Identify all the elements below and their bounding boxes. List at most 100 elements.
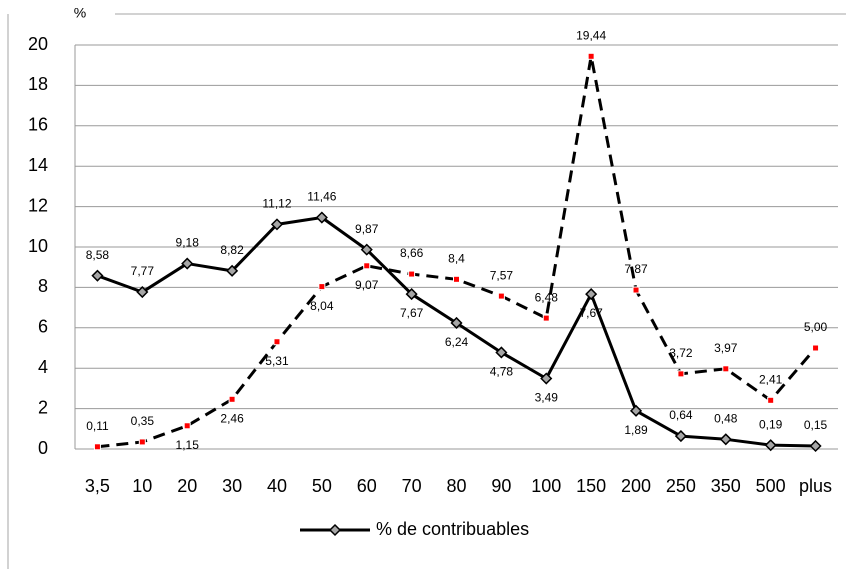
marker	[363, 262, 371, 270]
x-tick-label: 50	[312, 476, 332, 496]
marker	[453, 275, 460, 283]
data-label: 0,19	[759, 417, 783, 431]
y-tick-label: 4	[38, 357, 48, 377]
legend-marker	[328, 523, 342, 537]
marker	[318, 283, 326, 291]
marker	[181, 257, 194, 270]
data-label: 8,04	[310, 299, 334, 313]
marker	[585, 288, 598, 301]
data-label: 7,77	[131, 264, 155, 278]
marker	[405, 288, 418, 301]
data-label: 8,58	[86, 248, 110, 262]
y-tick-label: 12	[28, 195, 48, 215]
data-label: 1,15	[176, 438, 200, 452]
data-label: 6,24	[445, 335, 469, 349]
data-label: 0,64	[669, 408, 693, 422]
data-label: 0,48	[714, 411, 738, 425]
marker	[270, 218, 284, 231]
y-tick-label: 18	[28, 74, 48, 94]
marker	[812, 344, 820, 352]
marker	[542, 314, 550, 322]
marker	[450, 316, 463, 330]
y-tick-label: 0	[38, 438, 48, 458]
data-label: 9,07	[355, 278, 379, 292]
x-tick-label: 250	[666, 476, 696, 496]
marker	[629, 404, 643, 417]
marker	[677, 370, 685, 378]
data-label: 6,48	[535, 290, 559, 304]
x-tick-label: 90	[491, 476, 511, 496]
x-tick-label: 70	[402, 476, 422, 496]
marker	[226, 264, 239, 277]
x-tick-label: 20	[177, 476, 197, 496]
marker	[495, 346, 508, 359]
legend-label: % de contribuables	[376, 519, 529, 539]
marker	[632, 286, 640, 294]
data-label: 7,67	[579, 306, 603, 320]
marker	[540, 372, 553, 385]
marker	[228, 395, 236, 403]
x-tick-label: 200	[621, 476, 651, 496]
x-tick-label: 350	[711, 476, 741, 496]
marker	[719, 433, 732, 446]
data-label: 19,44	[576, 28, 606, 42]
y-tick-label: 2	[38, 397, 48, 417]
y-axis-label: %	[74, 5, 86, 21]
x-tick-label: 3,5	[85, 476, 110, 496]
marker	[315, 211, 328, 224]
marker	[764, 439, 777, 452]
marker	[674, 430, 687, 443]
data-label: 0,11	[86, 419, 109, 433]
marker	[360, 243, 373, 256]
x-tick-label: 30	[222, 476, 242, 496]
y-tick-label: 8	[38, 276, 48, 296]
data-label: 8,66	[400, 246, 424, 260]
data-label: 7,87	[624, 262, 648, 276]
marker	[497, 292, 505, 300]
data-label: 0,35	[131, 414, 155, 428]
y-tick-label: 10	[28, 236, 48, 256]
data-label: 9,18	[176, 236, 200, 250]
data-label: 2,46	[220, 411, 244, 425]
marker	[91, 269, 104, 282]
data-label: 11,12	[262, 197, 291, 211]
data-label: 5,00	[804, 320, 828, 334]
data-label: 5,31	[265, 354, 289, 368]
marker	[93, 443, 101, 451]
y-tick-label: 16	[28, 115, 48, 135]
marker	[722, 365, 730, 373]
y-tick-label: 6	[38, 317, 48, 337]
y-tick-label: 14	[28, 155, 48, 175]
data-label: 9,87	[355, 222, 379, 236]
marker	[273, 338, 281, 346]
data-label: 3,97	[714, 341, 738, 355]
data-label: 11,46	[307, 190, 336, 204]
x-tick-label: 40	[267, 476, 287, 496]
data-label: 8,82	[220, 243, 244, 257]
marker	[136, 285, 149, 299]
marker	[138, 438, 146, 446]
marker	[183, 422, 191, 430]
x-tick-label: 60	[357, 476, 377, 496]
marker	[408, 270, 416, 278]
data-label: 8,4	[448, 251, 465, 265]
data-label: 3,72	[669, 346, 693, 360]
data-label: 3,49	[535, 391, 559, 405]
x-tick-label: 80	[446, 476, 466, 496]
y-tick-label: 20	[28, 34, 48, 54]
data-label: 4,78	[490, 365, 514, 379]
x-tick-label: plus	[799, 476, 832, 496]
marker	[767, 396, 775, 404]
data-label: 1,89	[624, 423, 648, 437]
marker	[809, 439, 822, 453]
x-tick-label: 150	[576, 476, 606, 496]
data-label: 7,57	[490, 268, 514, 282]
data-label: 2,41	[759, 372, 783, 386]
data-label: 7,67	[400, 306, 424, 320]
x-tick-label: 10	[132, 476, 152, 496]
data-label: 0,15	[804, 418, 828, 432]
x-tick-label: 100	[531, 476, 561, 496]
marker	[587, 52, 595, 60]
x-tick-label: 500	[756, 476, 786, 496]
